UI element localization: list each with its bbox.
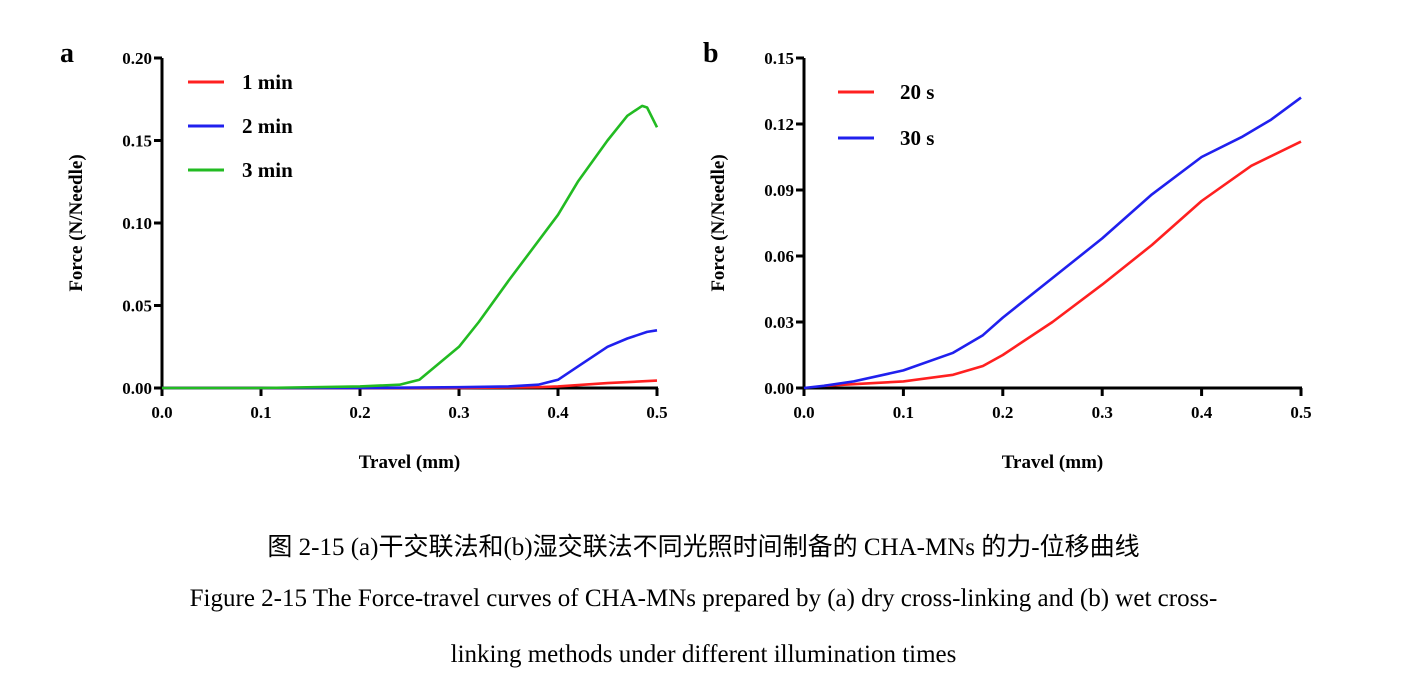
series-line-2-min — [162, 329, 658, 390]
y-tick-label: 0.06 — [764, 247, 794, 266]
y-tick-label: 0.05 — [122, 297, 152, 316]
y-axis-label: Force (N/Needle) — [66, 154, 87, 291]
caption-english-line1: Figure 2-15 The Force-travel curves of C… — [189, 585, 1218, 612]
y-tick-label: 0.15 — [764, 49, 794, 68]
x-tick-label: 0.4 — [1191, 403, 1213, 422]
series-line-3-min — [162, 104, 659, 390]
legend-label: 1 min — [242, 70, 293, 94]
x-tick-label: 0.5 — [646, 403, 667, 422]
x-tick-label: 0.2 — [349, 403, 370, 422]
figure: a 0.0 0.1 0.2 0.3 0.4 0.5 0.00 0.05 0.10 0.15 0.20 T… — [60, 38, 1312, 473]
y-axis-label: Force (N/Needle) — [708, 154, 729, 291]
y-tick-label: 0.00 — [122, 379, 152, 398]
legend-label: 2 min — [242, 114, 293, 138]
series-line-20-s — [823, 140, 1302, 388]
panel-label: a — [60, 38, 74, 69]
x-tick-label: 0.0 — [793, 403, 814, 422]
x-tick-label: 0.1 — [893, 403, 914, 422]
y-tick-label: 0.10 — [122, 214, 152, 233]
x-tick-label: 0.2 — [992, 403, 1013, 422]
x-tick-label: 0.1 — [250, 403, 271, 422]
y-tick-label: 0.12 — [764, 115, 794, 134]
caption-english-line2: linking methods under different illumina… — [450, 641, 957, 668]
legend-label: 30 s — [900, 126, 934, 150]
legend-label: 20 s — [900, 80, 934, 104]
y-tick-label: 0.20 — [122, 49, 152, 68]
y-tick-label: 0.15 — [122, 132, 152, 151]
y-tick-label: 0.09 — [764, 181, 794, 200]
x-tick-label: 0.3 — [1092, 403, 1113, 422]
x-axis-label: Travel (mm) — [359, 452, 460, 473]
y-tick-label: 0.00 — [764, 379, 794, 398]
x-tick-label: 0.4 — [547, 403, 569, 422]
caption-chinese: 图 2-15 (a)干交联法和(b)湿交联法不同光照时间制备的 CHA-MNs … — [267, 534, 1140, 561]
y-tick-label: 0.03 — [764, 313, 794, 332]
panel-label: b — [703, 38, 719, 69]
x-axis-label: Travel (mm) — [1002, 452, 1103, 473]
x-tick-label: 0.3 — [448, 403, 469, 422]
x-tick-label: 0.0 — [151, 403, 172, 422]
x-tick-label: 0.5 — [1290, 403, 1311, 422]
legend-label: 3 min — [242, 158, 293, 182]
series-line-30-s — [803, 96, 1302, 390]
